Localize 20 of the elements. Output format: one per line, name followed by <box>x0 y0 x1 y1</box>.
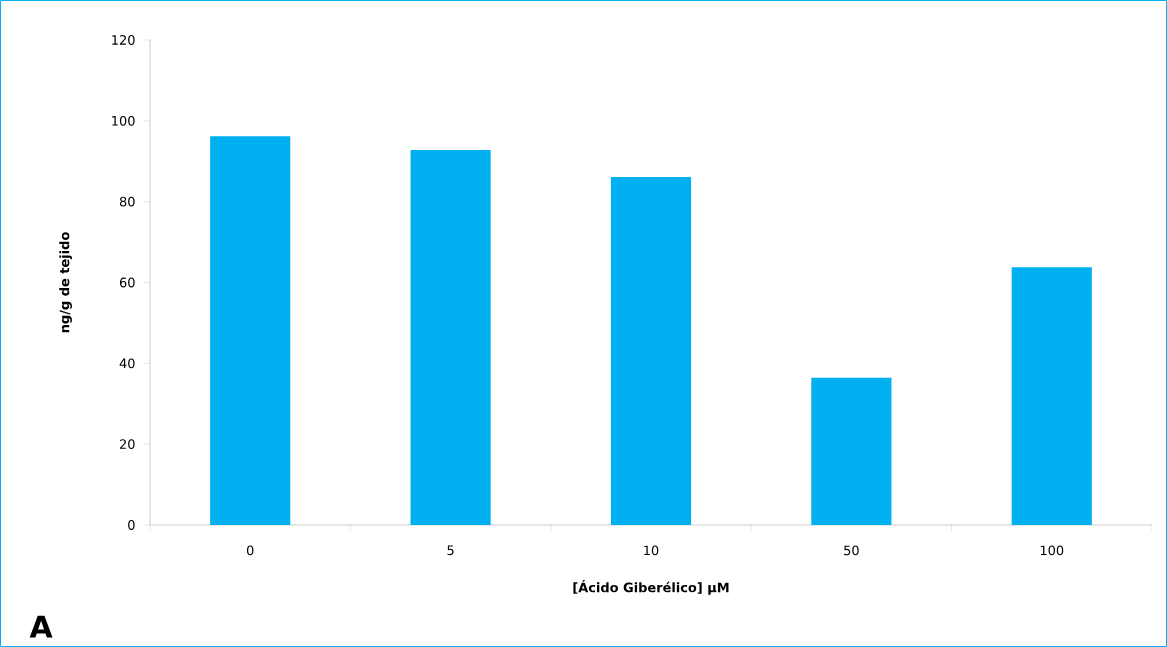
text: A <box>29 615 53 638</box>
y-tick-label: 20 <box>119 439 135 450</box>
bar <box>811 377 892 525</box>
x-tick-label: 100 <box>1040 545 1064 556</box>
y-tick-label: 120 <box>112 35 135 45</box>
y-tick-label: 100 <box>112 115 135 126</box>
x-tick-label: 50 <box>844 545 859 556</box>
y-tick-label: 40 <box>119 358 135 369</box>
y-axis-title: ng/g de tejido <box>59 232 72 333</box>
bar <box>410 149 491 525</box>
bar <box>610 177 692 525</box>
x-tick-label: 10 <box>644 545 659 556</box>
x-tick-label: 0 <box>246 545 254 556</box>
y-tick-label: 0 <box>128 520 135 530</box>
bar <box>1011 267 1092 525</box>
y-tick-label: 60 <box>119 277 135 288</box>
y-tick-label: 80 <box>119 196 135 207</box>
x-axis-title: [Ácido Giberélico] µM <box>573 580 729 595</box>
bar <box>210 136 291 525</box>
x-tick-label: 5 <box>447 545 454 556</box>
